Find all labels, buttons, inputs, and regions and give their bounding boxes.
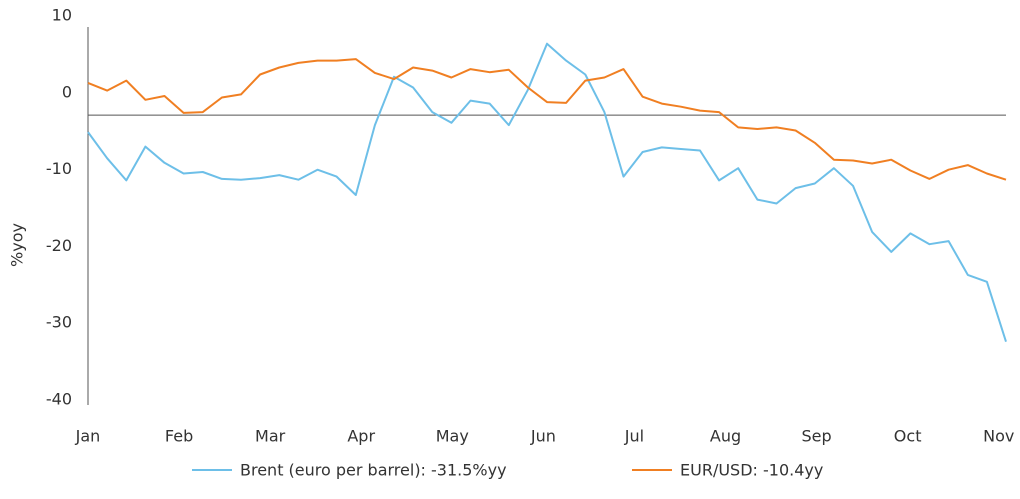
x-tick-label: Nov [983,427,1014,446]
y-tick-label: -10 [46,159,72,178]
y-tick-label: 10 [52,6,72,25]
series-line [87,58,1007,181]
y-tick-label: -40 [46,390,72,409]
x-tick-label: Mar [255,427,286,446]
x-tick-label: Aug [710,427,741,446]
x-tick-label: Jul [624,427,644,446]
x-tick-label: Apr [347,427,375,446]
legend-label: Brent (euro per barrel): -31.5%yy [240,461,507,480]
series-line [87,42,1007,343]
legend-label: EUR/USD: -10.4yy [680,461,823,480]
y-tick-label: -20 [46,236,72,255]
x-tick-label: Sep [801,427,831,446]
x-tick-label: May [436,427,469,446]
x-tick-label: Jan [75,427,101,446]
y-tick-label: -30 [46,313,72,332]
x-tick-label: Jun [530,427,556,446]
x-tick-label: Feb [165,427,193,446]
y-tick-label: 0 [62,82,72,101]
y-axis-label: %yoy [8,223,27,267]
x-tick-label: Oct [894,427,922,446]
